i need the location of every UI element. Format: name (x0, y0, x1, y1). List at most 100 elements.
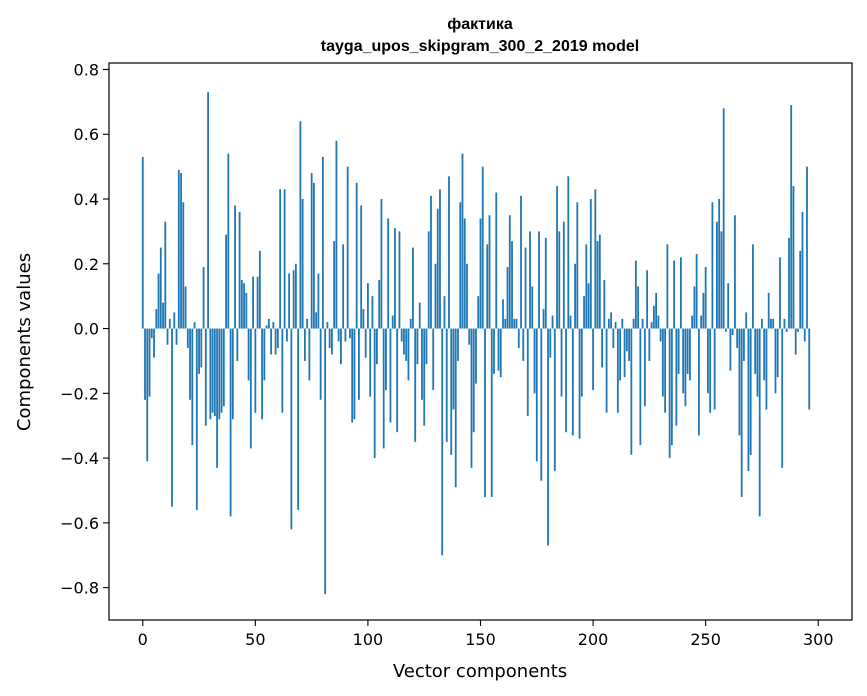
bar (317, 273, 320, 329)
bar (594, 189, 597, 329)
bar (285, 328, 288, 342)
bar (506, 267, 509, 329)
bar (502, 299, 504, 329)
bar (200, 328, 203, 368)
bar (673, 260, 676, 329)
bar (625, 328, 628, 352)
bar (526, 328, 529, 416)
x-tick-label: 0 (138, 630, 148, 649)
bar (553, 328, 556, 472)
bar (153, 328, 155, 358)
bar (398, 231, 401, 329)
bar (378, 279, 381, 329)
x-tick-label: 100 (353, 630, 384, 649)
bar (688, 328, 691, 381)
bar (497, 328, 500, 371)
bar (459, 202, 462, 329)
bar (650, 322, 653, 329)
bar (157, 273, 160, 329)
bar (418, 302, 421, 329)
bar (290, 328, 293, 530)
bar (758, 328, 761, 517)
bar (693, 286, 696, 329)
bar (551, 315, 554, 329)
bar (385, 328, 387, 391)
bar (326, 322, 329, 329)
bar (488, 215, 491, 329)
bar (790, 105, 793, 329)
bar (571, 328, 574, 436)
bar (779, 257, 781, 329)
bar (252, 276, 254, 329)
bar (171, 328, 173, 507)
bar (533, 328, 536, 394)
bar (155, 309, 158, 329)
bar (238, 211, 241, 329)
bar (443, 296, 446, 329)
bar (700, 315, 703, 329)
bar (150, 328, 153, 339)
bar (774, 328, 777, 394)
bar (799, 250, 802, 329)
bar (470, 328, 473, 468)
bar (576, 202, 579, 329)
bar (247, 328, 250, 381)
bar (761, 318, 763, 329)
bar (756, 328, 759, 397)
bar (648, 328, 651, 361)
bar (184, 286, 187, 329)
bar (806, 166, 808, 329)
bar (495, 192, 498, 329)
bar (740, 328, 743, 497)
bar (306, 318, 309, 329)
bar (416, 328, 419, 365)
bar (549, 328, 552, 358)
bar (457, 328, 459, 361)
bar (535, 328, 538, 462)
bar (218, 328, 221, 420)
y-tick-label: 0.2 (74, 255, 99, 274)
y-tick-label: −0.2 (60, 384, 99, 403)
bar (468, 328, 471, 345)
bar (240, 279, 243, 329)
y-tick-label: 0.4 (74, 190, 99, 209)
bar (601, 328, 603, 368)
bar (513, 318, 516, 329)
bar (508, 215, 511, 329)
bar (529, 231, 531, 329)
bar (441, 328, 444, 556)
bar (364, 328, 367, 358)
bar (745, 312, 748, 329)
bar (770, 318, 772, 329)
bar (675, 328, 678, 426)
bar (475, 328, 477, 384)
y-tick-label: −0.8 (60, 579, 99, 598)
bar (425, 328, 428, 365)
bar (479, 218, 482, 329)
bar (589, 199, 592, 329)
bar (403, 328, 405, 355)
bar (173, 312, 176, 329)
bar (567, 176, 570, 329)
bar (276, 328, 279, 348)
bar (463, 218, 466, 329)
bar (369, 328, 372, 397)
bar (380, 199, 383, 329)
bar (436, 208, 439, 329)
bar (558, 231, 561, 329)
bar (211, 328, 214, 413)
bar (729, 328, 732, 371)
bar (236, 328, 239, 361)
bar (520, 195, 522, 329)
bar (490, 328, 493, 497)
bar (321, 156, 324, 329)
bar (731, 328, 734, 336)
bar (713, 328, 716, 410)
bar (448, 176, 450, 329)
bar (592, 328, 594, 391)
bar (283, 189, 286, 329)
bar (641, 318, 644, 329)
bar (263, 328, 266, 381)
bar (767, 292, 770, 329)
bar (373, 328, 376, 459)
